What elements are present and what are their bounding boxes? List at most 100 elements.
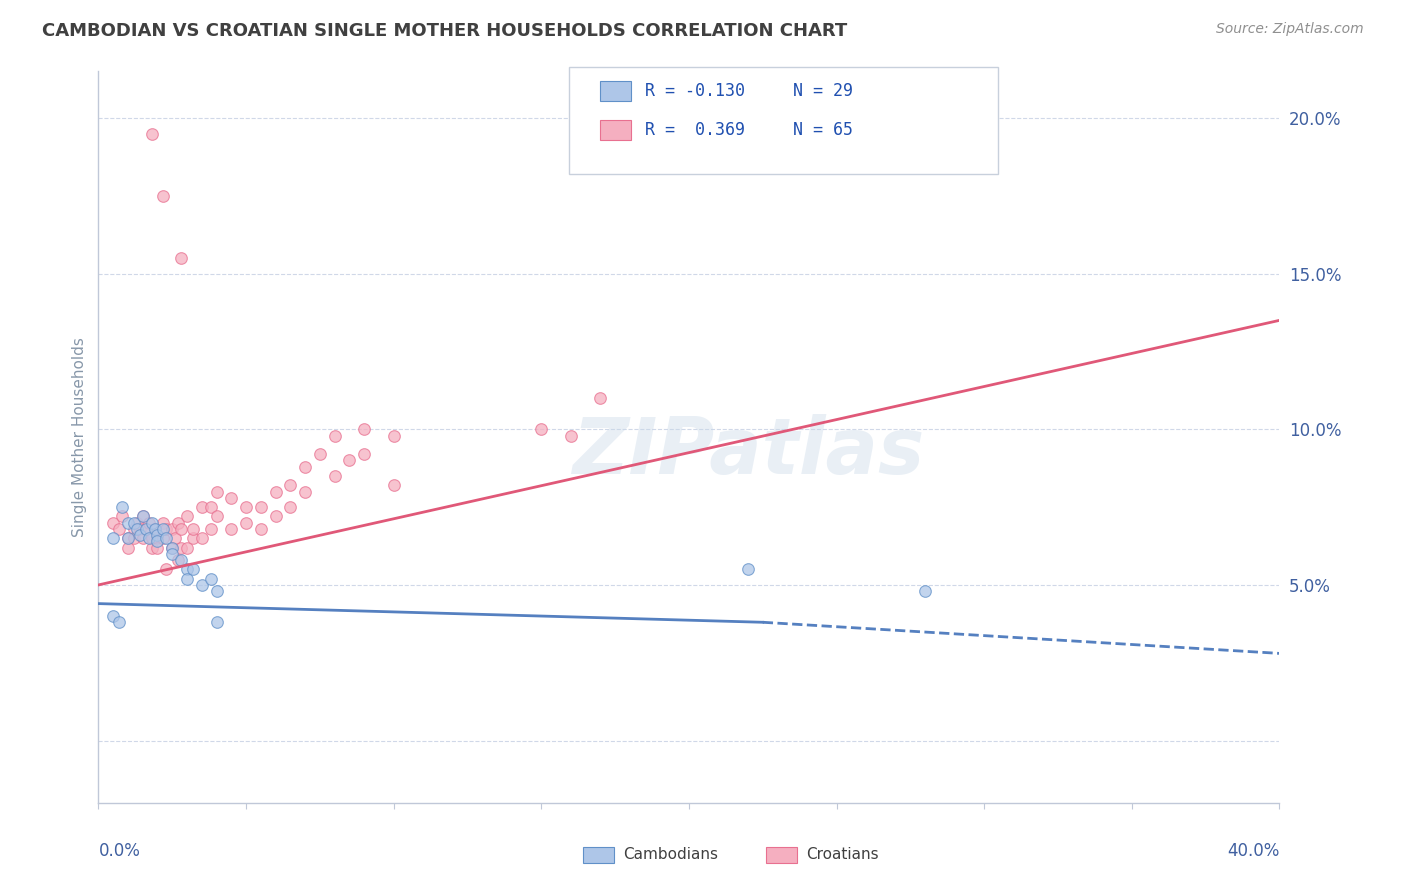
Point xyxy=(132,509,155,524)
Point xyxy=(146,541,169,555)
Point xyxy=(264,509,287,524)
Point xyxy=(128,528,150,542)
Point xyxy=(205,509,228,524)
Point xyxy=(205,584,228,599)
Point xyxy=(205,484,228,499)
Point xyxy=(181,562,204,576)
Point xyxy=(221,491,243,505)
Point xyxy=(141,541,163,555)
Point xyxy=(155,531,177,545)
Text: R =  0.369: R = 0.369 xyxy=(645,121,745,139)
Point xyxy=(737,562,759,576)
Point xyxy=(132,509,155,524)
Point xyxy=(176,541,198,555)
Point xyxy=(167,553,190,567)
Point xyxy=(122,522,145,536)
Point xyxy=(111,500,134,515)
Point xyxy=(280,500,302,515)
Point xyxy=(914,584,936,599)
Point xyxy=(117,516,139,530)
Point xyxy=(200,522,222,536)
Point xyxy=(146,534,169,549)
Point xyxy=(152,531,174,545)
Text: Cambodians: Cambodians xyxy=(623,847,718,862)
Point xyxy=(235,516,257,530)
Point xyxy=(125,516,148,530)
Text: N = 65: N = 65 xyxy=(793,121,853,139)
Point xyxy=(309,447,332,461)
Point xyxy=(170,553,193,567)
Text: 40.0%: 40.0% xyxy=(1227,842,1279,860)
Point xyxy=(250,522,273,536)
Text: N = 29: N = 29 xyxy=(793,82,853,100)
Point xyxy=(353,422,375,436)
Point xyxy=(152,189,174,203)
Point xyxy=(339,453,361,467)
Point xyxy=(141,531,163,545)
Point xyxy=(191,500,214,515)
Point xyxy=(181,531,204,545)
Point xyxy=(141,516,163,530)
Text: R = -0.130: R = -0.130 xyxy=(645,82,745,100)
Point xyxy=(155,562,177,576)
Point xyxy=(103,516,125,530)
Point xyxy=(117,531,139,545)
Point xyxy=(250,500,273,515)
Point xyxy=(135,522,157,536)
Point xyxy=(162,541,183,555)
Point xyxy=(167,516,190,530)
Point xyxy=(111,509,134,524)
Point xyxy=(382,428,405,442)
Point xyxy=(138,516,160,530)
Point xyxy=(122,531,145,545)
Point xyxy=(162,522,183,536)
Point xyxy=(323,469,346,483)
Point xyxy=(103,609,125,624)
Point xyxy=(152,516,174,530)
Text: Croatians: Croatians xyxy=(806,847,879,862)
Point xyxy=(221,522,243,536)
Point xyxy=(323,428,346,442)
Point xyxy=(294,459,316,474)
Point xyxy=(589,391,612,405)
Point xyxy=(138,531,160,545)
Point xyxy=(108,522,131,536)
Point xyxy=(264,484,287,499)
Point xyxy=(135,522,157,536)
Point xyxy=(146,531,169,545)
Point xyxy=(162,547,183,561)
Point xyxy=(165,531,187,545)
Point xyxy=(122,516,145,530)
Point xyxy=(117,541,139,555)
Point xyxy=(191,531,214,545)
Point xyxy=(560,428,582,442)
Point xyxy=(143,522,166,536)
Point xyxy=(280,478,302,492)
Point xyxy=(530,422,553,436)
Y-axis label: Single Mother Households: Single Mother Households xyxy=(72,337,87,537)
Point xyxy=(382,478,405,492)
Point xyxy=(143,522,166,536)
Point xyxy=(200,500,222,515)
Point xyxy=(191,578,214,592)
Point xyxy=(176,509,198,524)
Text: CAMBODIAN VS CROATIAN SINGLE MOTHER HOUSEHOLDS CORRELATION CHART: CAMBODIAN VS CROATIAN SINGLE MOTHER HOUS… xyxy=(42,22,848,40)
Point xyxy=(128,522,150,536)
Point xyxy=(235,500,257,515)
Point xyxy=(205,615,228,630)
Point xyxy=(155,522,177,536)
Point xyxy=(170,522,193,536)
Point xyxy=(103,531,125,545)
Text: Source: ZipAtlas.com: Source: ZipAtlas.com xyxy=(1216,22,1364,37)
Text: 0.0%: 0.0% xyxy=(98,842,141,860)
Point xyxy=(200,572,222,586)
Point xyxy=(294,484,316,499)
Point xyxy=(181,522,204,536)
Point xyxy=(162,541,183,555)
Point xyxy=(108,615,131,630)
Text: ZIPatlas: ZIPatlas xyxy=(572,414,924,490)
Point xyxy=(152,522,174,536)
Point xyxy=(117,531,139,545)
Point xyxy=(170,251,193,265)
Point xyxy=(176,562,198,576)
